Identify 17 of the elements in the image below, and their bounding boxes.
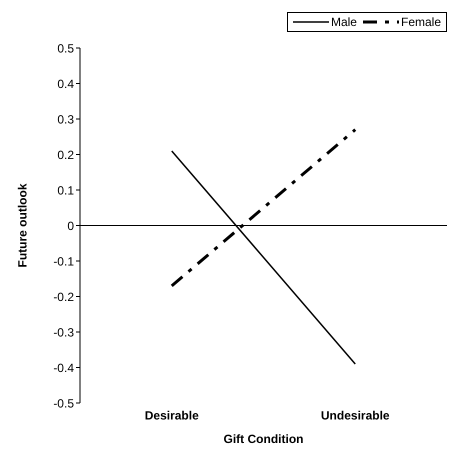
y-tick-label: -0.3	[53, 325, 74, 340]
x-tick-label: Desirable	[144, 408, 200, 423]
y-tick-label: -0.4	[53, 360, 74, 375]
y-tick-label: 0.5	[57, 41, 74, 56]
y-tick-label: 0.3	[57, 112, 74, 126]
legend-label: Female	[400, 15, 441, 29]
y-tick-label: -0.2	[53, 290, 74, 304]
y-tick-label: 0.2	[57, 148, 74, 162]
y-axis-title: Future outlook	[15, 183, 30, 268]
x-axis-title: Gift Condition	[224, 432, 304, 446]
legend-label: Male	[330, 15, 357, 29]
y-tick-label: 0	[67, 218, 74, 233]
y-tick-label: 0.4	[57, 76, 74, 91]
y-tick-label: 0.1	[57, 183, 74, 198]
x-tick-label: Undesirable	[320, 408, 390, 423]
y-tick-label: -0.5	[53, 396, 74, 410]
y-tick-label: -0.1	[53, 254, 74, 268]
